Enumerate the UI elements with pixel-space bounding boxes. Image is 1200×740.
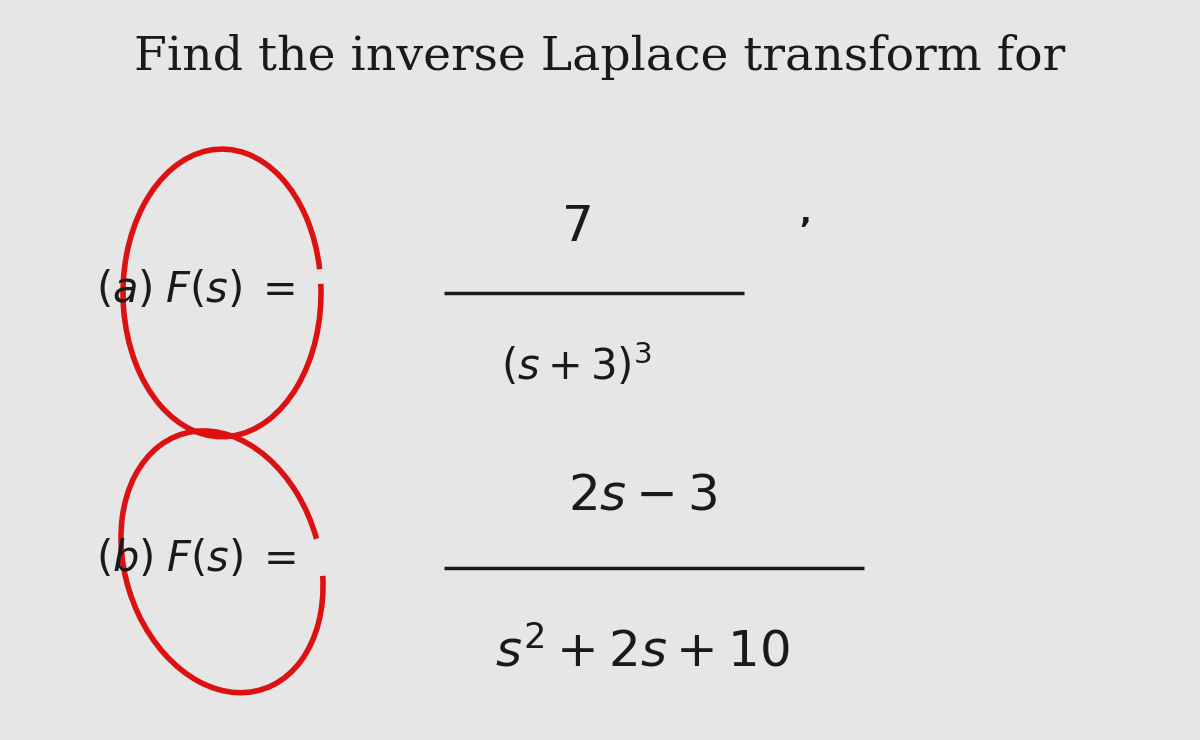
Text: $7$: $7$ bbox=[562, 203, 590, 252]
Text: $\mathbf{,}$: $\mathbf{,}$ bbox=[799, 199, 809, 230]
Text: $(a)\;F(s)\;=$: $(a)\;F(s)\;=$ bbox=[96, 269, 295, 311]
Text: $2s-3$: $2s-3$ bbox=[568, 471, 716, 521]
Text: Find the inverse Laplace transform for: Find the inverse Laplace transform for bbox=[134, 34, 1066, 81]
Text: $(b)\;F(s)\;=$: $(b)\;F(s)\;=$ bbox=[96, 538, 296, 579]
Text: $(s+3)^3$: $(s+3)^3$ bbox=[500, 341, 652, 389]
Text: $s^2+2s+10$: $s^2+2s+10$ bbox=[494, 628, 790, 677]
